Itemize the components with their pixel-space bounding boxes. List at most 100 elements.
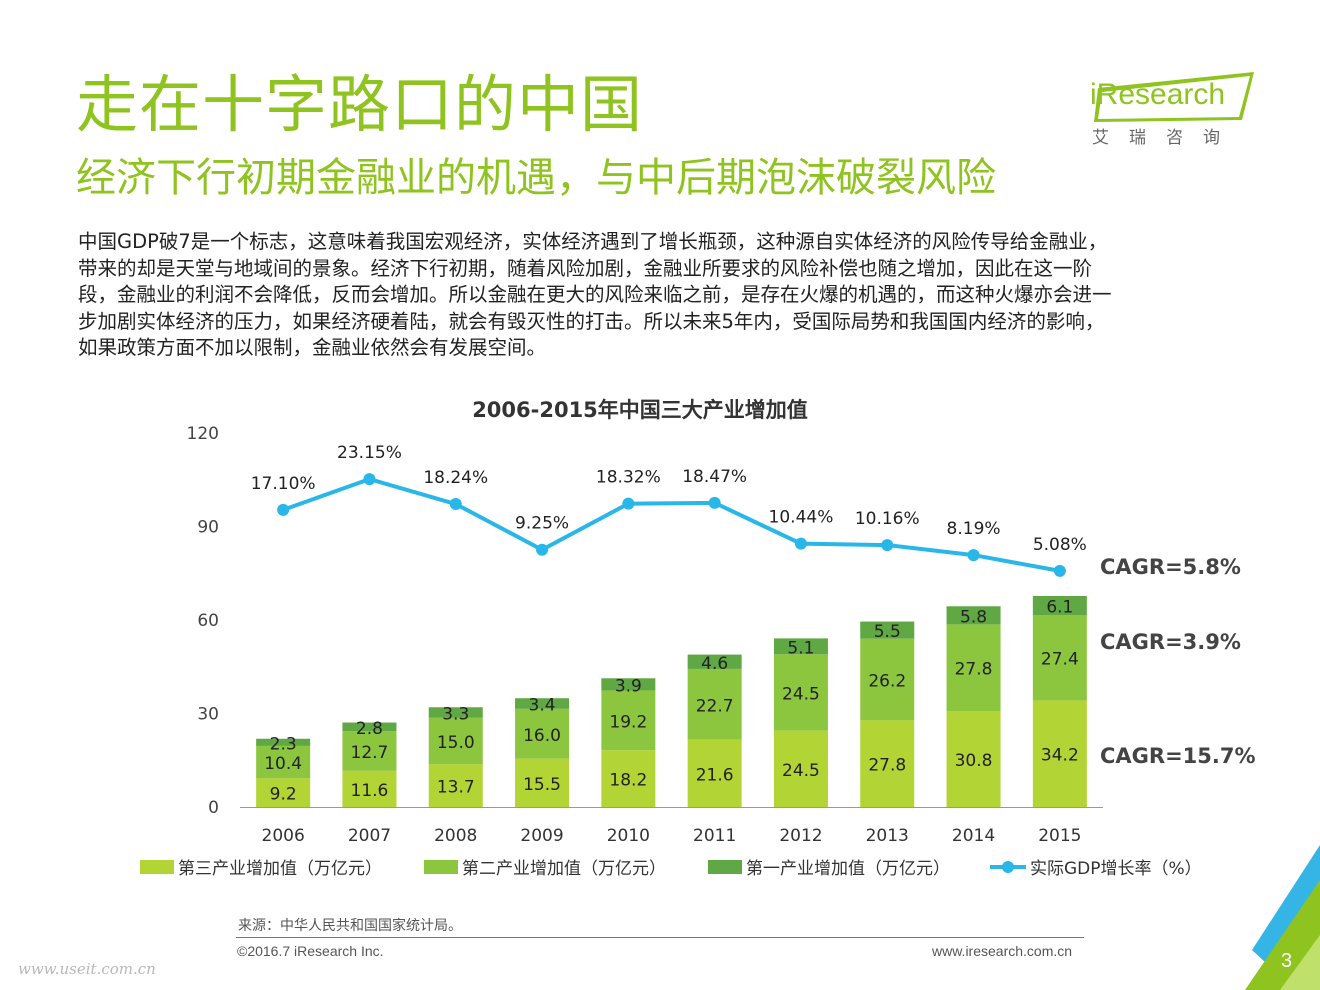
secondary-label: 27.8 [955, 660, 993, 680]
corner-decoration [1245, 845, 1320, 990]
secondary-bar [946, 624, 1001, 712]
primary-label: 3.4 [529, 696, 556, 716]
gdp-label: 18.24% [423, 468, 488, 488]
gdp-point [277, 503, 290, 516]
secondary-label: 16.0 [523, 726, 561, 746]
gdp-label: 8.19% [947, 519, 1001, 539]
primary-label: 3.3 [442, 704, 469, 724]
primary-bar [946, 606, 1001, 625]
tertiary-bar [773, 730, 828, 807]
primary-bar [428, 707, 483, 718]
body-paragraph: 中国GDP破7是一个标志，这意味着我国宏观经济，实体经济遇到了增长瓶颈，这种源自… [78, 230, 1112, 359]
secondary-bar [601, 690, 656, 751]
tertiary-label: 27.8 [868, 756, 906, 776]
secondary-label: 24.5 [782, 684, 820, 704]
secondary-label: 27.4 [1041, 650, 1079, 670]
primary-bar [773, 638, 828, 655]
primary-bar [687, 654, 742, 669]
y-tick-label: 60 [197, 611, 219, 631]
primary-bar [256, 738, 311, 746]
logo-text: iResearch [1090, 78, 1226, 111]
x-tick-label: 2015 [1038, 826, 1081, 846]
secondary-label: 10.4 [264, 754, 302, 774]
legend-label: 实际GDP增长率（%） [1030, 859, 1202, 879]
secondary-label: 26.2 [868, 672, 906, 692]
tertiary-label: 13.7 [437, 778, 475, 798]
tertiary-label: 34.2 [1041, 746, 1079, 766]
primary-bar [515, 698, 570, 709]
source-note: 来源：中华人民共和国国家统计局。 [238, 918, 462, 934]
secondary-bar [428, 717, 483, 765]
y-tick-label: 120 [187, 424, 219, 444]
legend-swatch [424, 860, 458, 874]
tertiary-bar [946, 711, 1001, 807]
tertiary-label: 9.2 [270, 785, 297, 805]
tertiary-label: 24.5 [782, 761, 820, 781]
gdp-point [363, 473, 376, 486]
y-tick-label: 0 [208, 798, 219, 818]
footer-divider [236, 937, 1084, 938]
gdp-point [536, 543, 549, 556]
tertiary-bar [342, 770, 397, 807]
watermark: www.useit.com.cn [18, 960, 156, 978]
secondary-bar [1032, 615, 1087, 701]
x-tick-label: 2014 [952, 826, 995, 846]
secondary-label: 12.7 [351, 743, 389, 763]
tertiary-label: 15.5 [523, 775, 561, 795]
secondary-bar [687, 668, 742, 740]
x-tick-label: 2008 [434, 826, 477, 846]
cagr-annotation: CAGR=3.9% [1100, 630, 1241, 654]
primary-label: 6.1 [1046, 598, 1073, 618]
gdp-point [622, 497, 635, 510]
secondary-label: 19.2 [609, 712, 647, 732]
cagr-annotation: CAGR=15.7% [1100, 744, 1256, 768]
gdp-point [1053, 564, 1066, 577]
gdp-growth-line [282, 477, 1061, 573]
logo-cn-text: 艾瑞咨询 [1092, 128, 1240, 148]
gdp-label: 18.47% [682, 467, 747, 487]
legend-swatch [708, 860, 742, 874]
gdp-label: 9.25% [515, 514, 569, 534]
page-number: 3 [1281, 950, 1293, 972]
gdp-label: 18.32% [596, 468, 661, 488]
secondary-bar [515, 708, 570, 759]
primary-bar [1032, 596, 1087, 616]
legend-label: 第三产业增加值（万亿元） [178, 859, 382, 879]
website-link[interactable]: www.iresearch.com.cn [932, 943, 1073, 959]
cagr-annotation: CAGR=5.8% [1100, 555, 1241, 579]
tertiary-bar [860, 720, 915, 807]
page-subtitle: 经济下行初期金融业的机遇，与中后期泡沫破裂风险 [76, 155, 996, 201]
x-tick-label: 2009 [520, 826, 563, 846]
primary-label: 2.3 [270, 734, 297, 754]
tertiary-label: 21.6 [696, 765, 734, 785]
x-tick-label: 2006 [262, 826, 305, 846]
iresearch-logo: iResearch 艾瑞咨询 [1090, 70, 1260, 160]
gdp-point [881, 539, 894, 552]
primary-label: 5.5 [874, 622, 901, 642]
chart-title: 2006-2015年中国三大产业增加值 [472, 398, 808, 422]
y-tick-label: 30 [197, 705, 219, 725]
gdp-label: 10.16% [855, 509, 920, 529]
secondary-bar [342, 731, 397, 771]
tertiary-bar [687, 739, 742, 807]
primary-bar [601, 678, 656, 691]
primary-bar [860, 621, 915, 639]
tertiary-label: 18.2 [609, 771, 647, 791]
tertiary-bar [1032, 700, 1087, 807]
gdp-point [449, 498, 462, 511]
primary-label: 3.9 [615, 676, 642, 696]
gdp-point [794, 537, 807, 550]
secondary-label: 22.7 [696, 696, 734, 716]
x-tick-label: 2011 [693, 826, 736, 846]
logo-badge-icon [1094, 72, 1254, 122]
x-tick-label: 2012 [779, 826, 822, 846]
primary-label: 5.8 [960, 607, 987, 627]
primary-label: 5.1 [787, 638, 814, 658]
primary-bar [342, 722, 397, 732]
primary-label: 2.8 [356, 719, 383, 739]
y-tick-label: 90 [197, 518, 219, 538]
secondary-label: 15.0 [437, 733, 475, 753]
x-tick-label: 2010 [607, 826, 650, 846]
tertiary-bar [256, 778, 311, 807]
